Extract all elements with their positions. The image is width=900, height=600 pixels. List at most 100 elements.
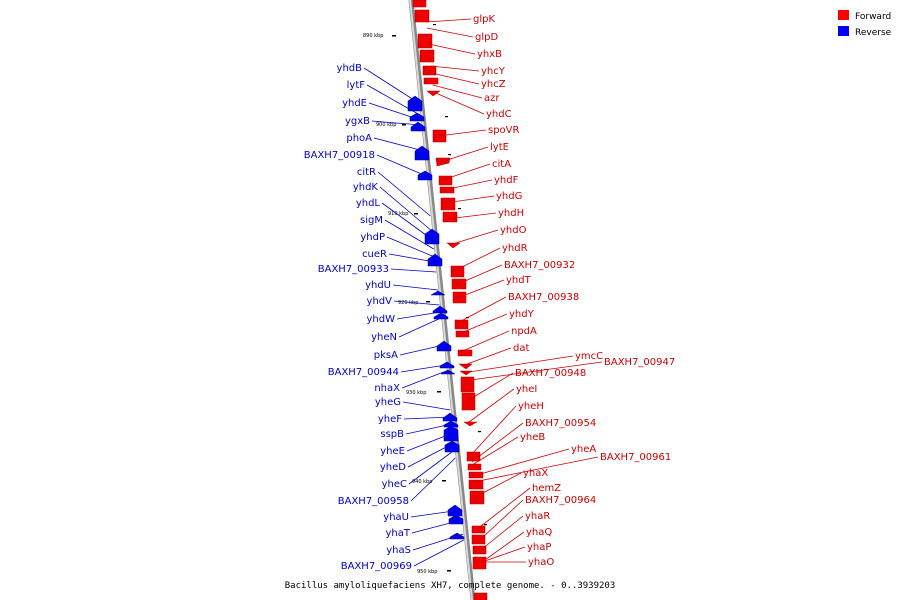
forward-gene-feature[interactable] <box>454 319 469 330</box>
reverse-gene-label[interactable]: nhaX <box>374 383 400 394</box>
forward-gene-label[interactable]: yhdC <box>486 109 512 120</box>
forward-gene-label[interactable]: yheA <box>571 444 596 455</box>
reverse-gene-label[interactable]: BAXH7_00958 <box>338 496 409 507</box>
forward-gene-feature[interactable] <box>426 90 441 97</box>
reverse-gene-feature[interactable] <box>407 95 423 112</box>
forward-gene-label[interactable]: hemZ <box>532 483 561 494</box>
reverse-gene-feature[interactable] <box>433 312 449 320</box>
reverse-gene-label[interactable]: yhaU <box>383 512 409 523</box>
forward-gene-label[interactable]: BAXH7_00947 <box>604 357 675 368</box>
forward-gene-label[interactable]: BAXH7_00961 <box>600 452 671 463</box>
reverse-gene-label[interactable]: yheD <box>380 462 406 473</box>
reverse-gene-label[interactable]: yhdV <box>367 296 393 307</box>
reverse-gene-feature[interactable] <box>444 440 460 453</box>
forward-gene-feature[interactable] <box>458 363 473 370</box>
reverse-gene-label[interactable]: yhdU <box>365 280 391 291</box>
forward-gene-feature[interactable] <box>446 242 461 249</box>
reverse-gene-label[interactable]: phoA <box>346 133 372 144</box>
forward-gene-label[interactable]: yhaQ <box>526 527 552 538</box>
forward-gene-label[interactable]: yhdH <box>498 208 524 219</box>
reverse-gene-feature[interactable] <box>409 112 425 122</box>
forward-gene-feature[interactable] <box>438 175 453 186</box>
reverse-gene-feature[interactable] <box>436 340 452 352</box>
forward-gene-label[interactable]: lytE <box>490 142 509 153</box>
forward-gene-feature[interactable] <box>457 349 473 357</box>
forward-gene-feature[interactable] <box>450 265 465 278</box>
forward-gene-feature[interactable] <box>442 211 458 223</box>
reverse-gene-feature[interactable] <box>432 305 448 314</box>
forward-gene-label[interactable]: dat <box>513 343 529 354</box>
forward-gene-feature[interactable] <box>439 186 455 194</box>
reverse-gene-label[interactable]: cueR <box>362 249 387 260</box>
forward-gene-label[interactable]: BAXH7_00932 <box>504 260 575 271</box>
forward-gene-label[interactable]: yhcY <box>481 66 506 77</box>
forward-gene-label[interactable]: yhxB <box>477 49 502 60</box>
forward-gene-label[interactable]: yhdG <box>496 191 522 202</box>
forward-gene-feature[interactable] <box>461 392 476 411</box>
forward-gene-label[interactable]: glpD <box>475 32 498 43</box>
forward-gene-label[interactable]: BAXH7_00964 <box>525 495 596 506</box>
forward-gene-label[interactable]: BAXH7_00938 <box>508 292 579 303</box>
forward-gene-label[interactable]: yhaR <box>525 511 550 522</box>
reverse-gene-label[interactable]: ygxB <box>345 116 370 127</box>
reverse-gene-label[interactable]: yhdP <box>360 232 385 243</box>
forward-gene-label[interactable]: yheH <box>518 401 544 412</box>
forward-gene-feature[interactable] <box>472 556 487 570</box>
forward-gene-label[interactable]: yhaO <box>528 557 554 568</box>
reverse-gene-label[interactable]: citR <box>357 167 376 178</box>
reverse-gene-label[interactable]: pksA <box>374 350 398 361</box>
reverse-gene-label[interactable]: BAXH7_00969 <box>341 561 412 572</box>
forward-gene-label[interactable]: yheI <box>516 384 537 395</box>
reverse-gene-label[interactable]: yhdK <box>353 182 379 193</box>
forward-gene-label[interactable]: glpK <box>473 14 495 25</box>
forward-gene-feature[interactable] <box>469 490 485 505</box>
reverse-gene-label[interactable]: yheC <box>382 479 407 490</box>
forward-gene-label[interactable]: yhdO <box>500 225 527 236</box>
forward-gene-feature[interactable] <box>414 9 430 23</box>
reverse-gene-label[interactable]: yheF <box>378 414 402 425</box>
reverse-gene-label[interactable]: yhaT <box>386 528 411 539</box>
reverse-gene-feature[interactable] <box>410 121 426 132</box>
forward-gene-label[interactable]: yhdF <box>494 175 519 186</box>
forward-gene-feature[interactable] <box>472 545 487 555</box>
forward-gene-label[interactable]: yhdY <box>509 309 535 320</box>
forward-gene-label[interactable]: yheB <box>520 432 545 443</box>
reverse-gene-label[interactable]: lytF <box>347 80 366 91</box>
forward-gene-feature[interactable] <box>455 330 470 338</box>
forward-gene-feature[interactable] <box>467 463 482 471</box>
reverse-gene-label[interactable]: BAXH7_00944 <box>328 367 399 378</box>
forward-gene-feature[interactable] <box>460 376 475 393</box>
reverse-gene-label[interactable]: BAXH7_00933 <box>318 264 389 275</box>
forward-gene-feature[interactable] <box>468 479 484 490</box>
reverse-gene-label[interactable]: yhaS <box>386 545 411 556</box>
reverse-gene-label[interactable]: yheG <box>375 397 401 408</box>
forward-gene-feature[interactable] <box>412 0 427 8</box>
forward-gene-feature[interactable] <box>419 49 435 63</box>
reverse-gene-label[interactable]: BAXH7_00918 <box>304 150 375 161</box>
forward-gene-label[interactable]: citA <box>492 159 511 170</box>
forward-gene-label[interactable]: yhdR <box>502 243 528 254</box>
forward-gene-label[interactable]: yhdT <box>506 275 532 286</box>
forward-gene-feature[interactable] <box>466 451 481 462</box>
reverse-gene-label[interactable]: sspB <box>380 429 404 440</box>
forward-gene-feature[interactable] <box>440 197 456 211</box>
forward-gene-feature[interactable] <box>473 592 488 600</box>
forward-gene-label[interactable]: npdA <box>511 326 537 337</box>
forward-gene-label[interactable]: azr <box>484 93 500 104</box>
forward-gene-label[interactable]: BAXH7_00954 <box>525 418 596 429</box>
forward-gene-label[interactable]: yhaP <box>527 542 551 553</box>
forward-gene-feature[interactable] <box>471 525 486 534</box>
reverse-gene-label[interactable]: yheE <box>380 446 405 457</box>
reverse-gene-label[interactable]: yheN <box>371 332 397 343</box>
forward-gene-feature[interactable] <box>422 65 437 76</box>
forward-gene-feature[interactable] <box>471 534 486 545</box>
reverse-gene-label[interactable]: yhdL <box>356 198 381 209</box>
reverse-gene-label[interactable]: yhdW <box>367 314 396 325</box>
forward-gene-feature[interactable] <box>463 421 478 427</box>
forward-gene-label[interactable]: BAXH7_00948 <box>515 368 586 379</box>
forward-gene-feature[interactable] <box>423 77 439 85</box>
forward-gene-feature[interactable] <box>417 33 433 49</box>
forward-gene-label[interactable]: spoVR <box>488 125 520 136</box>
reverse-gene-feature[interactable] <box>427 253 443 267</box>
reverse-gene-feature[interactable] <box>430 290 446 296</box>
